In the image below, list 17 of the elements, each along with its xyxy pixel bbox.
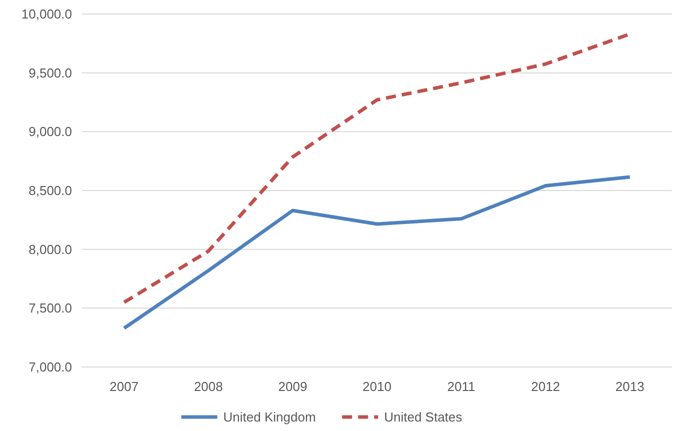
legend-label: United States [384, 410, 463, 425]
x-tick-label: 2010 [362, 379, 392, 394]
y-tick-label: 9,000.0 [28, 124, 72, 140]
x-tick-label: 2007 [110, 379, 139, 394]
y-tick-label: 10,000.0 [21, 6, 72, 22]
x-tick-label: 2012 [531, 379, 560, 394]
legend-label: United Kingdom [223, 410, 316, 425]
x-tick-label: 2009 [278, 379, 308, 394]
x-tick-label: 2008 [194, 379, 223, 394]
x-tick-label: 2011 [447, 379, 476, 394]
x-tick-label: 2013 [615, 379, 644, 394]
y-tick-label: 9,500.0 [28, 65, 72, 80]
y-tick-label: 8,000.0 [28, 242, 72, 257]
y-tick-label: 7,500.0 [28, 300, 72, 316]
y-tick-label: 8,500.0 [28, 183, 72, 198]
line-series [122, 175, 632, 330]
y-tick-label: 7,000.0 [28, 360, 72, 375]
